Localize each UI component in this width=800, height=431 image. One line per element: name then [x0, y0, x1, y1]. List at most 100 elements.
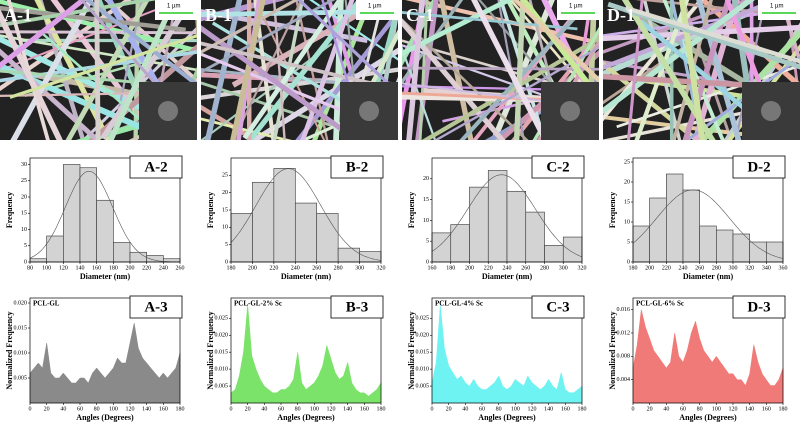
fft-center: [359, 101, 379, 121]
fiber: [230, 0, 266, 140]
fiber: [724, 0, 784, 140]
fit-curve: [632, 189, 784, 259]
x-tick-label: 140: [343, 406, 352, 412]
x-tick-label: 320: [745, 265, 754, 271]
area: [632, 309, 784, 404]
fiber: [0, 30, 197, 35]
bar: [487, 170, 508, 263]
x-tick-label: 80: [697, 406, 703, 412]
x-tick-label: 260: [695, 265, 704, 271]
bar: [252, 181, 275, 263]
fiber: [0, 8, 63, 140]
fiber: [471, 0, 549, 140]
plot-title: PCL-GL-6% Sc: [636, 300, 684, 308]
fiber: [402, 18, 506, 140]
fiber: [201, 0, 300, 54]
fiber: [603, 0, 755, 115]
fiber: [204, 0, 243, 140]
y-tick-label: 0.025: [215, 316, 229, 322]
fiber: [621, 0, 716, 140]
x-tick-label: 160: [561, 406, 570, 412]
x-tick-label: 60: [278, 406, 284, 412]
plot-frame: [431, 297, 583, 404]
y-tick-label: 15: [222, 207, 228, 213]
bar: [649, 197, 667, 263]
y-axis-label: Frequency: [5, 192, 14, 228]
fft-center: [560, 101, 580, 121]
scale-bar-label: 1 µm: [368, 4, 381, 10]
y-tick-label: 0.015: [215, 350, 229, 356]
bar: [525, 211, 545, 263]
area: [431, 304, 583, 404]
x-tick-label: 20: [446, 406, 452, 412]
x-tick-label: 0: [29, 406, 32, 412]
y-tick-label: 0.020: [14, 300, 28, 306]
x-tick-label: 240: [159, 265, 168, 271]
x-tick-label: 320: [377, 265, 386, 271]
x-tick-label: 280: [712, 265, 721, 271]
y-tick-label: 0.004: [617, 377, 631, 383]
x-tick-label: 60: [77, 406, 83, 412]
bar: [562, 236, 583, 263]
fiber: [402, 0, 515, 57]
x-tick-label: 200: [126, 265, 135, 271]
x-tick-label: 180: [377, 406, 386, 412]
x-tick-label: 40: [462, 406, 468, 412]
panel-box: [330, 295, 384, 319]
panel-label: A-1: [4, 5, 32, 25]
panel-box: [330, 155, 384, 179]
fiber-texture: [0, 0, 197, 140]
bar: [63, 164, 81, 263]
y-tick-label: 0.010: [14, 350, 28, 356]
fiber: [296, 0, 398, 95]
y-tick-label: 20: [21, 194, 27, 200]
y-tick-label: 25: [21, 178, 27, 184]
y-axis-label: Frequency: [407, 192, 416, 228]
x-tick-label: 180: [779, 406, 788, 412]
y-axis-label: Normalized Frequency: [608, 311, 617, 389]
x-axis-label: Angles (Degrees): [679, 413, 737, 422]
x-tick-label: 80: [94, 406, 100, 412]
bar: [273, 168, 296, 263]
fiber: [512, 0, 599, 84]
y-tick-label: 0: [426, 259, 429, 265]
x-tick-label: 160: [159, 406, 168, 412]
bar: [666, 173, 684, 263]
panel-label: D-1: [607, 5, 635, 25]
y-tick-label: 10: [21, 227, 27, 233]
x-tick-label: 120: [126, 406, 135, 412]
fiber: [201, 104, 260, 140]
y-tick-label: 10: [423, 218, 429, 224]
y-axis-label: Normalized Frequency: [5, 311, 14, 389]
fit-curve: [29, 171, 180, 263]
fiber: [402, 0, 464, 85]
panel-label: C-3: [546, 299, 569, 315]
scale-bar-label: 1 µm: [569, 4, 582, 10]
panel-label: D-3: [747, 299, 770, 315]
x-axis-label: Angles (Degrees): [277, 413, 335, 422]
fiber: [0, 0, 184, 72]
bar: [544, 245, 564, 263]
scale-bar-label: 1 µm: [167, 4, 180, 10]
y-tick-label: 5: [627, 239, 630, 245]
x-axis-label: Angles (Degrees): [478, 413, 536, 422]
fiber: [201, 52, 398, 135]
bar: [96, 199, 114, 263]
fiber: [603, 73, 789, 91]
x-tick-label: 180: [629, 265, 638, 271]
bar: [113, 242, 131, 263]
x-tick-label: 240: [503, 265, 512, 271]
scale-bar-box: [356, 0, 398, 20]
y-tick-label: 0: [627, 259, 630, 265]
fit-curve: [230, 168, 382, 261]
x-tick-label: 340: [762, 265, 771, 271]
y-tick-label: 5: [24, 243, 27, 249]
fiber: [88, 44, 197, 140]
x-tick-label: 320: [578, 265, 587, 271]
fiber: [779, 0, 800, 69]
plot-title: PCL-GL-4% Sc: [435, 300, 483, 308]
y-tick-label: 0.010: [215, 367, 229, 373]
bar: [337, 247, 360, 263]
x-tick-label: 180: [109, 265, 118, 271]
x-tick-label: 220: [484, 265, 493, 271]
